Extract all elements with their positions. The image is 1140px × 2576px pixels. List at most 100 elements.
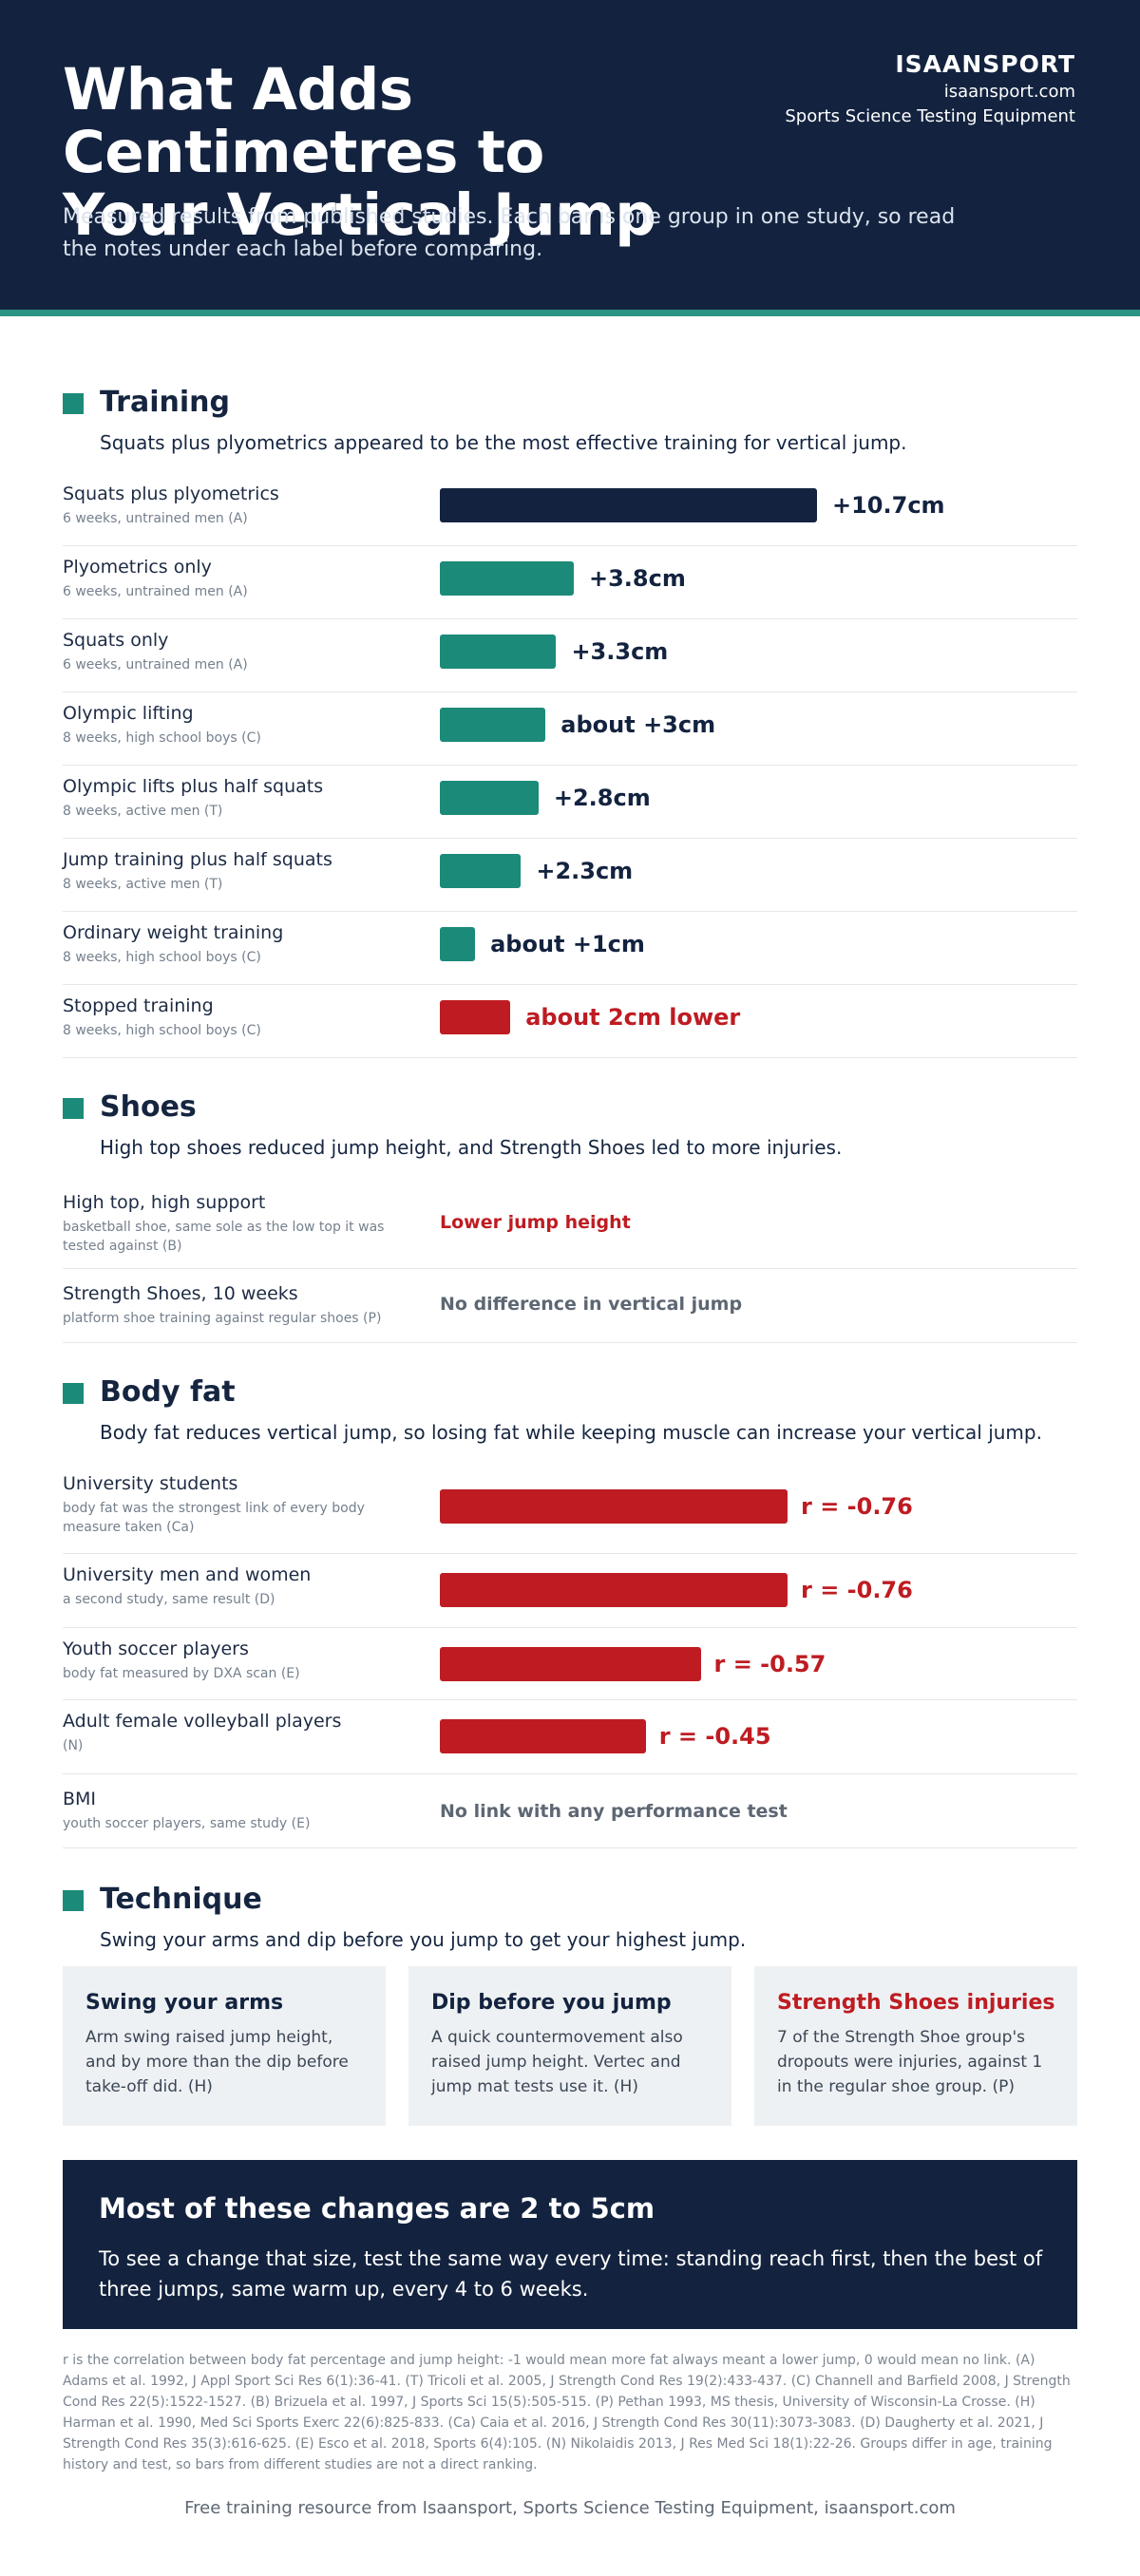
shoe-row-strength-shoes: Strength Shoes, 10 weeks platform shoe t… — [63, 1269, 1077, 1343]
training-bar — [440, 854, 522, 888]
card-body: Arm swing raised jump height, and by mor… — [86, 2028, 349, 2096]
row-note: a second study, same result (D) — [63, 1592, 276, 1607]
card-title: Swing your arms — [86, 1991, 284, 2015]
training-row: Squats only 6 weeks, untrained men (A) +3.… — [63, 619, 1077, 692]
row-note: youth soccer players, same study (E) — [63, 1816, 311, 1831]
row-label: Youth soccer players — [63, 1638, 249, 1659]
card-body: 7 of the Strength Shoe group's dropouts … — [777, 2028, 1043, 2096]
training-bar — [440, 561, 574, 596]
section-title: Body fat — [100, 1375, 236, 1409]
row-note: 8 weeks, high school boys (C) — [63, 1023, 261, 1038]
row-label: Strength Shoes, 10 weeks — [63, 1283, 298, 1304]
row-note: body fat was the strongest link of every… — [63, 1501, 365, 1535]
training-bar-value: +3.8cm — [588, 565, 686, 592]
training-bar-value: +2.8cm — [553, 785, 651, 811]
row-label: BMI — [63, 1789, 97, 1809]
bodyfat-row-bmi: BMI youth soccer players, same study (E)… — [63, 1774, 1077, 1848]
card-title: Strength Shoes injuries — [777, 1991, 1055, 2015]
training-row: Squats plus plyometrics 6 weeks, untraine… — [63, 473, 1077, 546]
bodyfat-row: University students body fat was the stro… — [63, 1463, 1077, 1554]
bodyfat-bar-value: r = -0.76 — [801, 1577, 913, 1603]
training-bar-value: +10.7cm — [832, 492, 945, 519]
row-label: Squats only — [63, 630, 169, 651]
section-title: Technique — [100, 1883, 262, 1916]
training-bar — [440, 927, 476, 961]
shoe-result: No difference in vertical jump — [440, 1294, 743, 1315]
shoe-result: Lower jump height — [440, 1212, 631, 1233]
section-marker-icon — [63, 1098, 84, 1119]
training-bar-value: about +1cm — [490, 931, 645, 957]
brand-block: ISAANSPORT isaansport.com Sports Science… — [785, 49, 1075, 129]
bodyfat-row: Adult female volleyball players (N) r = -0… — [63, 1700, 1077, 1774]
brand-site: isaansport.com — [943, 82, 1075, 102]
bodyfat-bar-value: r = -0.45 — [658, 1723, 771, 1750]
bodyfat-bar — [440, 1489, 788, 1524]
technique-card-dip: Dip before you jump A quick countermovem… — [408, 1966, 732, 2126]
technique-card-arms: Swing your arms Arm swing raised jump he… — [63, 1966, 386, 2126]
section-title: Shoes — [100, 1090, 197, 1124]
row-note: 6 weeks, untrained men (A) — [63, 657, 248, 672]
row-note: body fat measured by DXA scan (E) — [63, 1666, 300, 1681]
card-title: Dip before you jump — [431, 1991, 672, 2015]
training-bar — [440, 781, 539, 815]
card-body: A quick countermovement also raised jump… — [431, 2028, 683, 2096]
bodyfat-bar — [440, 1719, 646, 1753]
training-bar-value: +3.3cm — [571, 638, 669, 665]
training-row: Jump training plus half squats 8 weeks, a… — [63, 839, 1077, 912]
footer-credit: Free training resource from Isaansport, … — [184, 2498, 956, 2518]
title-line-1: What Adds Centimetres to — [63, 56, 544, 186]
bmi-result: No link with any performance test — [440, 1801, 788, 1822]
training-row: Stopped training 8 weeks, high school boy… — [63, 985, 1077, 1058]
section-technique-subtitle: Swing your arms and dip before you jump … — [100, 1928, 747, 1951]
training-bar — [440, 1000, 511, 1034]
row-label: Plyometrics only — [63, 557, 212, 578]
row-note: (N) — [63, 1738, 84, 1753]
shoe-row-high-top: High top, high support basketball shoe, … — [63, 1184, 1077, 1269]
intro-text: Measured results from published studies.… — [63, 205, 956, 261]
training-bar-value: +2.3cm — [536, 858, 634, 884]
row-label: Adult female volleyball players — [63, 1711, 342, 1732]
brand-tagline: Sports Science Testing Equipment — [785, 106, 1075, 126]
row-note: 8 weeks, active men (T) — [63, 877, 223, 892]
section-marker-icon — [63, 1383, 84, 1404]
bodyfat-bar — [440, 1647, 701, 1681]
training-row: Ordinary weight training 8 weeks, high sc… — [63, 912, 1077, 985]
training-row: Plyometrics only 6 weeks, untrained men (… — [63, 546, 1077, 619]
training-row: Olympic lifts plus half squats 8 weeks, a… — [63, 766, 1077, 839]
row-note: 8 weeks, high school boys (C) — [63, 950, 261, 965]
row-label: Squats plus plyometrics — [63, 483, 279, 504]
section-marker-icon — [63, 1890, 84, 1911]
technique-card-injuries: Strength Shoes injuries 7 of the Strengt… — [754, 1966, 1077, 2126]
row-note: 6 weeks, untrained men (A) — [63, 511, 248, 526]
row-label: Olympic lifting — [63, 703, 194, 724]
section-training-subtitle: Squats plus plyometrics appeared to be t… — [100, 431, 907, 454]
training-bar-value: about 2cm lower — [525, 1004, 741, 1031]
callout-body: To see a change that size, test the same… — [99, 2247, 1043, 2301]
brand-name: ISAANSPORT — [895, 50, 1075, 78]
bodyfat-bar-value: r = -0.57 — [713, 1651, 826, 1677]
training-bar — [440, 635, 557, 669]
row-note: 6 weeks, untrained men (A) — [63, 584, 248, 599]
training-bar — [440, 708, 546, 742]
row-note: basketball shoe, same sole as the low to… — [63, 1220, 385, 1254]
training-bar-value: about +3cm — [560, 711, 716, 738]
row-label: High top, high support — [63, 1192, 266, 1213]
page-title: What Adds Centimetres to Your Vertical J… — [63, 59, 823, 247]
summary-callout: Most of these changes are 2 to 5cm To se… — [63, 2160, 1077, 2329]
row-note: 8 weeks, high school boys (C) — [63, 730, 261, 746]
row-note: 8 weeks, active men (T) — [63, 804, 223, 819]
training-row: Olympic lifting 8 weeks, high school boys… — [63, 692, 1077, 766]
section-bodyfat-subtitle: Body fat reduces vertical jump, so losin… — [100, 1421, 1042, 1444]
training-bar — [440, 488, 817, 522]
row-label: Olympic lifts plus half squats — [63, 776, 324, 797]
header-banner: What Adds Centimetres to Your Vertical J… — [0, 0, 1140, 310]
row-label: Ordinary weight training — [63, 922, 284, 943]
row-label: Jump training plus half squats — [63, 849, 332, 870]
title-line-2: Your Vertical Jump — [63, 181, 656, 249]
bodyfat-row: Youth soccer players body fat measured by… — [63, 1628, 1077, 1700]
row-note: platform shoe training against regular s… — [63, 1311, 382, 1326]
section-title: Training — [100, 386, 230, 419]
row-label: University men and women — [63, 1564, 312, 1585]
row-label: Stopped training — [63, 995, 214, 1016]
row-label: University students — [63, 1473, 238, 1494]
